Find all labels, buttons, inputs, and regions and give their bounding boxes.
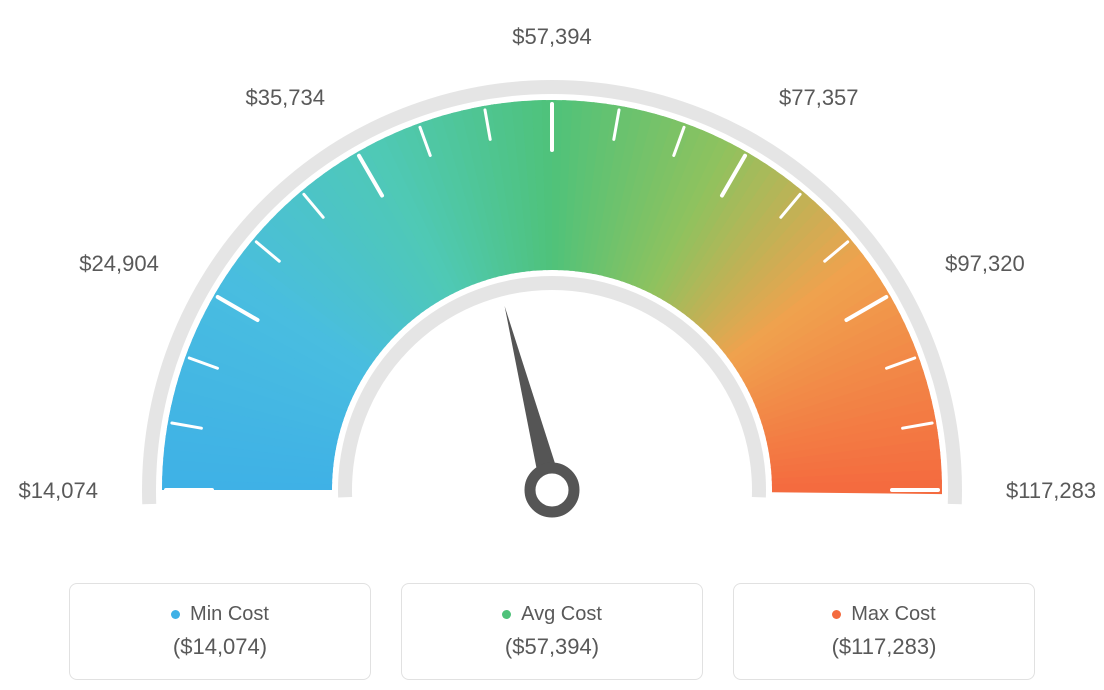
min-cost-card: Min Cost ($14,074)	[69, 583, 371, 680]
max-cost-label: Max Cost	[851, 603, 935, 626]
gauge-tick-label: $35,734	[245, 85, 325, 111]
min-cost-label: Min Cost	[190, 603, 269, 626]
avg-cost-label: Avg Cost	[521, 603, 602, 626]
gauge-tick-label: $77,357	[779, 85, 859, 111]
dot-icon	[832, 610, 841, 619]
summary-row: Min Cost ($14,074) Avg Cost ($57,394) Ma…	[0, 583, 1104, 680]
max-cost-card: Max Cost ($117,283)	[733, 583, 1035, 680]
gauge-chart-container: $14,074 $24,904 $35,734 $57,394 $77,357 $97,3…	[0, 0, 1104, 690]
min-cost-value: ($14,074)	[173, 634, 267, 660]
avg-cost-card: Avg Cost ($57,394)	[401, 583, 703, 680]
min-cost-title: Min Cost	[171, 603, 269, 626]
dot-icon	[171, 610, 180, 619]
gauge-tick-label: $97,320	[945, 251, 1025, 277]
gauge-area: $14,074 $24,904 $35,734 $57,394 $77,357 $97,3…	[0, 0, 1104, 560]
max-cost-value: ($117,283)	[832, 634, 937, 660]
gauge-tick-label: $57,394	[512, 24, 592, 50]
dot-icon	[502, 610, 511, 619]
max-cost-title: Max Cost	[832, 603, 935, 626]
gauge-tick-label: $24,904	[79, 251, 159, 277]
gauge-svg	[102, 10, 1002, 550]
avg-cost-title: Avg Cost	[502, 603, 602, 626]
avg-cost-value: ($57,394)	[505, 634, 599, 660]
gauge-tick-label: $117,283	[1006, 478, 1096, 504]
gauge-tick-label: $14,074	[18, 478, 98, 504]
